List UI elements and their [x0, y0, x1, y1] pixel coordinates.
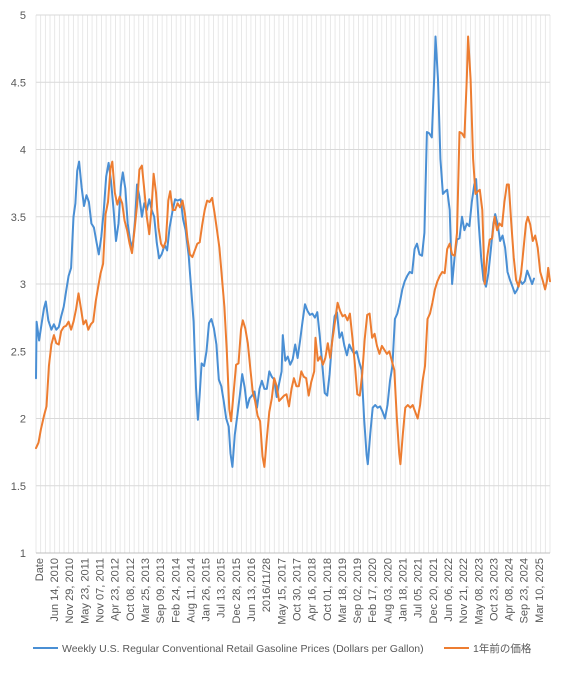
- x-tick-label: Oct 08, 2012: [125, 558, 137, 621]
- x-tick-label: Date: [34, 558, 46, 581]
- x-tick-label: Oct 30, 2017: [291, 558, 303, 621]
- x-tick-label: Feb 17, 2020: [367, 558, 379, 623]
- x-axis-tick-labels: Date Jun 14, 2010 Nov 29, 2010 May 23, 2011…: [34, 558, 546, 625]
- x-tick-label: Nov 29, 2010: [64, 558, 76, 623]
- x-tick-label: Sep 09, 2013: [155, 558, 167, 623]
- x-tick-label: Aug 11, 2014: [185, 558, 197, 623]
- y-tick-label: 3: [20, 279, 26, 291]
- x-tick-label: May 08, 2023: [473, 558, 485, 625]
- x-tick-label: Nov 21, 2022: [458, 558, 470, 623]
- x-tick-label: Mar 18, 2019: [337, 558, 349, 623]
- x-tick-label: Jan 18, 2021: [398, 558, 410, 622]
- x-tick-label: Jun 13, 2016: [246, 558, 258, 622]
- x-tick-label: Oct 01, 2018: [322, 558, 334, 621]
- y-tick-label: 4: [20, 145, 26, 157]
- series-line-2: [35, 35, 551, 468]
- legend-label-1: Weekly U.S. Regular Conventional Retail …: [62, 643, 424, 655]
- x-tick-label: Jan 26, 2015: [201, 558, 213, 622]
- x-tick-label: Mar 25, 2013: [140, 558, 152, 623]
- x-tick-label: Feb 24, 2014: [170, 558, 182, 623]
- y-tick-label: 1.5: [11, 481, 26, 493]
- x-tick-label: Nov 07, 2011: [95, 558, 107, 623]
- x-tick-label: Jun 14, 2010: [49, 558, 61, 622]
- x-tick-label: Oct 23, 2023: [488, 558, 500, 621]
- y-tick-label: 1: [20, 548, 26, 560]
- x-tick-label: May 15, 2017: [276, 558, 288, 625]
- y-tick-label: 5: [20, 10, 26, 22]
- x-tick-label: Apr 23, 2012: [110, 558, 122, 621]
- y-tick-label: 2.5: [11, 346, 26, 358]
- x-tick-label: May 23, 2011: [79, 558, 91, 624]
- y-tick-label: 4.5: [11, 77, 26, 89]
- x-tick-label: Dec 28, 2015: [231, 558, 243, 623]
- x-tick-label: Mar 10, 2025: [534, 558, 546, 623]
- x-tick-label: Jul 05, 2021: [413, 558, 425, 618]
- x-tick-label: Sep 23, 2024: [519, 558, 531, 623]
- legend-label-2: 1年前の価格: [473, 642, 532, 655]
- y-axis-tick-labels: 1 1.5 2 2.5 3 3.5 4 4.5 5: [11, 10, 26, 560]
- x-tick-label: Dec 20, 2021: [428, 558, 440, 623]
- x-tick-label: Jul 13, 2015: [216, 558, 228, 618]
- x-tick-label: Apr 08, 2024: [504, 558, 516, 621]
- x-tick-label: Jun 06, 2022: [443, 558, 455, 622]
- y-tick-label: 2: [20, 414, 26, 426]
- legend: Weekly U.S. Regular Conventional Retail …: [33, 642, 532, 655]
- y-tick-label: 3.5: [11, 212, 26, 224]
- x-tick-label: Apr 16, 2018: [307, 558, 319, 621]
- series-lines: [35, 35, 551, 468]
- x-tick-label: Aug 03, 2020: [382, 558, 394, 623]
- x-tick-label: 2016/11/28: [261, 558, 273, 612]
- x-tick-label: Sep 02, 2019: [352, 558, 364, 623]
